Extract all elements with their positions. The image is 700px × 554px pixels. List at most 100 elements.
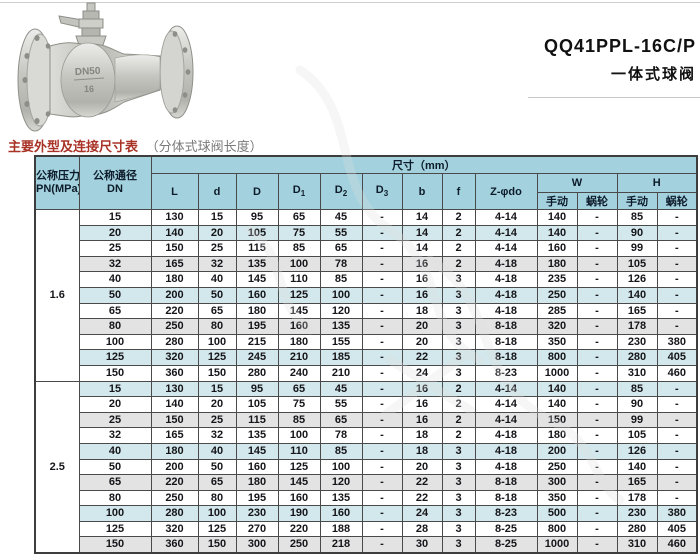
table-cell: -	[576, 442, 618, 460]
table-cell: 105	[235, 224, 279, 242]
table-cell: 200	[150, 458, 199, 476]
table-cell: 110	[277, 271, 321, 288]
col-header-d: d	[197, 173, 237, 210]
table-cell: -	[576, 349, 618, 366]
table-cell: 2	[441, 240, 476, 257]
table-cell: 24	[401, 505, 443, 522]
table-cell: 8-18	[474, 318, 538, 335]
table-cell: 3	[441, 302, 476, 320]
col-header-w-worm: 蜗轮	[576, 192, 618, 210]
table-cell: 140	[150, 224, 199, 242]
valve-stem	[58, 2, 107, 49]
table-cell: -	[576, 364, 618, 382]
table-cell: -	[361, 474, 403, 491]
table-cell: 180	[235, 302, 279, 320]
table-cell: -	[576, 333, 618, 351]
table-cell: 3	[441, 458, 476, 476]
table-cell: 320	[150, 349, 199, 366]
table-cell: 15	[197, 209, 237, 226]
table-cell: 210	[277, 349, 321, 366]
table-cell: 280	[150, 505, 199, 522]
table-cell: 140	[150, 396, 199, 413]
table-cell: 215	[235, 333, 279, 351]
table-cell: -	[361, 458, 403, 476]
table-cell: 4-18	[474, 255, 538, 273]
table-cell: 20	[401, 318, 443, 335]
table-cell: 140	[536, 396, 578, 413]
table-cell: -	[656, 224, 698, 242]
table-cell: -	[656, 411, 698, 429]
table-cell: 230	[616, 505, 658, 522]
table-cell: 3	[441, 271, 476, 288]
table-cell: 22	[401, 489, 443, 507]
table-row: 20 140 20 105 75 55-14 2 4-14 140-90-	[35, 224, 698, 242]
table-cell: 4-18	[474, 458, 538, 476]
table-cell: -	[576, 209, 618, 226]
valve-right-flange	[159, 25, 194, 119]
table-cell: -	[656, 318, 698, 335]
table-cell: -	[576, 474, 618, 491]
table-cell: 2	[441, 380, 476, 398]
table-cell: 180	[235, 474, 279, 491]
table-cell: 4-18	[474, 271, 538, 288]
table-cell: 350	[536, 489, 578, 507]
table-cell: 350	[536, 333, 578, 351]
col-header-h-manual: 手动	[616, 192, 658, 210]
table-cell: 360	[150, 536, 199, 554]
table-cell: 110	[277, 442, 321, 460]
table-cell: 115	[235, 411, 279, 429]
table-body: 1.6 15 130 15 95 65 45-14 2 4-14 140-85-20 140 20 10…	[34, 209, 698, 554]
table-cell: 280	[150, 333, 199, 351]
table-row: 20 140 20 105 75 55-16 2 4-14 140-90-	[35, 396, 698, 413]
table-cell: -	[576, 271, 618, 288]
table-cell: 100	[319, 286, 363, 304]
table-cell: -	[361, 209, 403, 226]
table-cell: 135	[235, 255, 279, 273]
table-cell: 2	[441, 224, 476, 242]
table-cell: 14	[401, 240, 443, 257]
table-cell: 125	[277, 458, 321, 476]
table-cell: 22	[401, 349, 443, 366]
table-cell: -	[361, 427, 403, 444]
table-cell: 16	[401, 255, 443, 273]
table-cell: -	[361, 255, 403, 273]
col-header-h: H	[616, 173, 698, 193]
table-cell: 140	[536, 224, 578, 242]
table-cell: 8-18	[474, 333, 538, 351]
table-row: 125 320 125 245 210 185-22 3 8-18 800-280 405	[35, 349, 698, 366]
table-cell: 230	[235, 505, 279, 522]
table-cell: 125	[197, 520, 237, 538]
table-cell: 3	[441, 505, 476, 522]
table-cell: 99	[616, 240, 658, 257]
pn-group-cell: 2.5	[34, 380, 80, 554]
table-cell: 160	[319, 505, 363, 522]
col-header-w-manual: 手动	[536, 192, 578, 210]
table-cell: 235	[536, 271, 578, 288]
dn-cell: 15	[78, 209, 152, 226]
table-cell: 2	[441, 255, 476, 273]
table-cell: 405	[656, 520, 698, 538]
table-cell: 160	[277, 318, 321, 335]
col-header-zdo: Z-φdo	[474, 173, 538, 210]
table-cell: 140	[536, 209, 578, 226]
table-cell: 185	[319, 349, 363, 366]
table-cell: 285	[536, 302, 578, 320]
table-cell: 16	[401, 396, 443, 413]
table-cell: 45	[319, 209, 363, 226]
table-cell: -	[656, 474, 698, 491]
table-cell: -	[361, 396, 403, 413]
table-cell: 140	[536, 380, 578, 398]
col-header-size-group: 尺寸（mm）	[150, 155, 698, 174]
dn-cell: 150	[78, 536, 152, 554]
dn-cell: 20	[78, 224, 152, 242]
table-cell: -	[576, 536, 618, 554]
table-cell: 300	[235, 536, 279, 554]
table-cell: 135	[319, 489, 363, 507]
table-cell: 125	[197, 349, 237, 366]
table-cell: 180	[277, 333, 321, 351]
table-cell: 240	[277, 364, 321, 382]
table-cell: -	[656, 458, 698, 476]
table-cell: -	[361, 364, 403, 382]
table-row: 65 220 65 180 145 120-18 3 4-18 285-165-	[35, 302, 698, 320]
table-cell: 78	[319, 255, 363, 273]
